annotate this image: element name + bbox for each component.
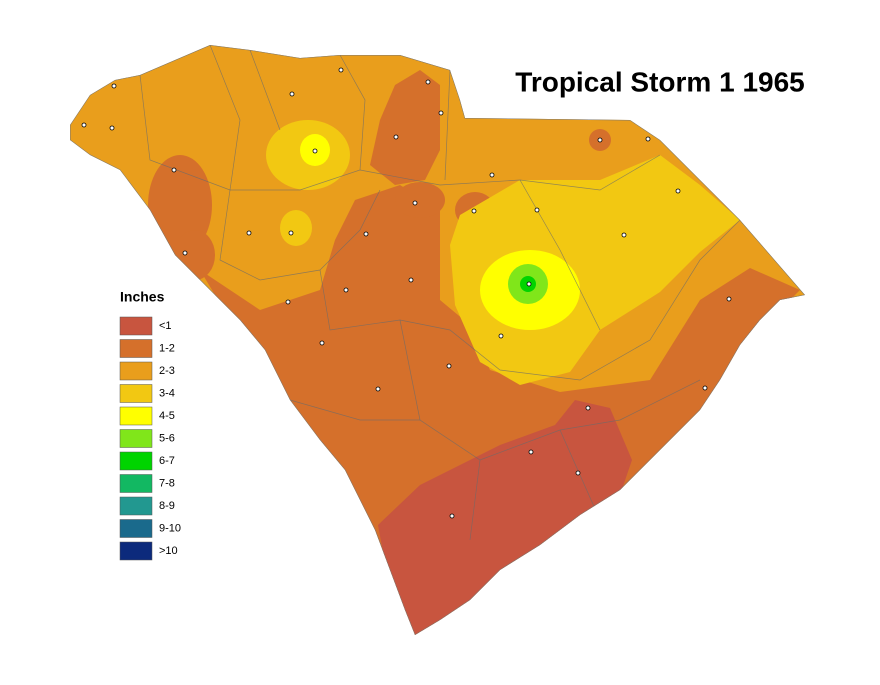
legend-swatch	[119, 541, 153, 561]
map-title: Tropical Storm 1 1965	[515, 66, 804, 97]
legend-swatch	[119, 451, 153, 471]
zone	[395, 182, 445, 218]
zone	[378, 400, 632, 635]
legend-label: 7-8	[159, 477, 175, 489]
legend-label: 4-5	[159, 410, 175, 422]
zone	[280, 210, 312, 246]
legend-label: 1-2	[159, 342, 175, 354]
legend-label: <1	[159, 320, 172, 332]
legend-label: >10	[159, 545, 178, 557]
zone	[148, 155, 212, 255]
legend-label: 6-7	[159, 455, 175, 467]
legend-swatch	[119, 361, 153, 381]
legend-swatch	[119, 474, 153, 493]
legend-label: 2-3	[159, 365, 175, 377]
zone	[200, 185, 800, 635]
zone	[370, 70, 440, 185]
legend-label: 5-6	[159, 432, 175, 444]
legend-swatch	[119, 406, 153, 426]
zone	[175, 230, 215, 280]
legend-label: 3-4	[159, 387, 175, 399]
legend-label: 9-10	[159, 522, 181, 534]
legend-swatch	[119, 316, 153, 336]
state-outline	[70, 45, 805, 635]
legend-swatch	[119, 519, 153, 538]
legend: <1 1-2 2-3 3-4 4-5 5-6 6-7 7-8 8-9 9-10 >10	[119, 316, 181, 561]
legend-swatch	[119, 429, 153, 448]
legend-swatch	[119, 339, 153, 358]
legend-label: 8-9	[159, 500, 175, 512]
county-lines	[139, 45, 741, 541]
legend-swatch	[119, 496, 153, 516]
legend-title: Inches	[120, 289, 165, 305]
legend-swatch	[119, 384, 153, 403]
stations	[81, 67, 732, 519]
